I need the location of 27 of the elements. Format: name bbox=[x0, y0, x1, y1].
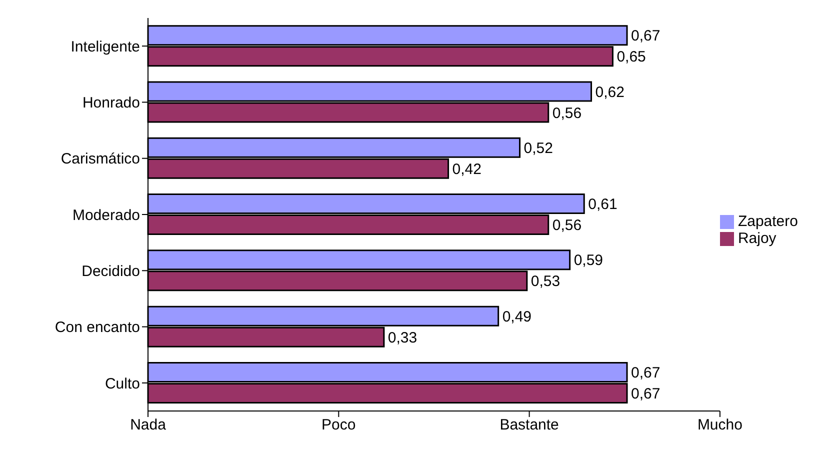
legend-label: Rajoy bbox=[738, 230, 776, 246]
data-label: 0,67 bbox=[631, 364, 660, 382]
data-label: 0,59 bbox=[574, 252, 604, 270]
legend-label: Zapatero bbox=[738, 212, 798, 230]
data-label: 0,56 bbox=[552, 104, 582, 122]
y-tick-label: Carismático bbox=[60, 150, 140, 168]
text: Poco bbox=[322, 416, 356, 434]
data-label: 0,42 bbox=[452, 160, 482, 178]
y-tick-label: Honrado bbox=[82, 94, 140, 112]
data-label: 0,67 bbox=[631, 28, 660, 45]
y-tick-label: Con encanto bbox=[54, 319, 140, 336]
y-tick-label: Decidido bbox=[82, 262, 140, 280]
data-label: 0,67 bbox=[631, 385, 660, 402]
text: Bastante bbox=[500, 416, 559, 434]
y-tick-label: Moderado bbox=[72, 206, 140, 224]
text: Nada bbox=[130, 416, 167, 434]
y-tick-label: Culto bbox=[104, 375, 140, 392]
data-label: 0,62 bbox=[595, 84, 624, 101]
y-tick-label: Inteligente bbox=[70, 38, 140, 56]
data-label: 0,49 bbox=[502, 308, 532, 326]
text: Mucho bbox=[697, 416, 742, 434]
data-label: 0,33 bbox=[388, 329, 418, 346]
data-label: 0,61 bbox=[588, 196, 618, 214]
data-label: 0,56 bbox=[552, 217, 582, 234]
data-label: 0,52 bbox=[524, 140, 553, 157]
data-label: 0,53 bbox=[530, 273, 560, 290]
data-label: 0,65 bbox=[616, 48, 646, 66]
